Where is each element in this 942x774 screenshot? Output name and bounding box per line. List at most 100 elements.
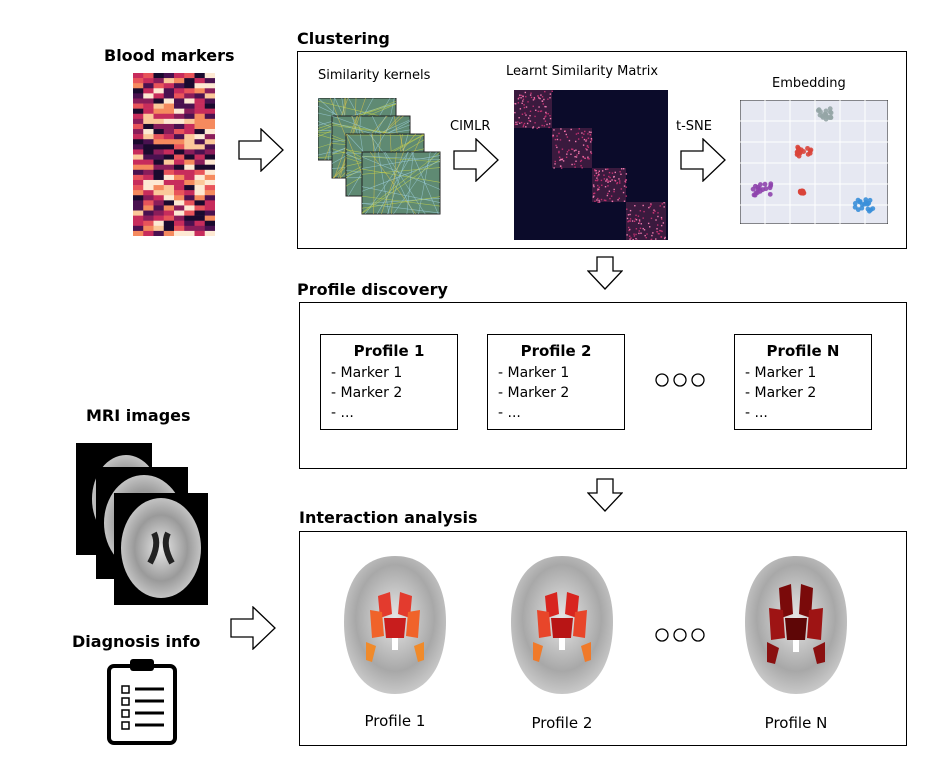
heatmap-cell bbox=[133, 179, 144, 186]
heatmap-cell bbox=[163, 179, 175, 186]
heatmap-cell bbox=[174, 144, 185, 150]
cimlr-label: CIMLR bbox=[450, 119, 491, 134]
heatmap-cell bbox=[143, 215, 154, 222]
heatmap-cell bbox=[194, 83, 206, 89]
heatmap-cell bbox=[153, 144, 165, 150]
heatmap-cell bbox=[174, 88, 185, 94]
heatmap-cell bbox=[143, 169, 154, 176]
heatmap-cell bbox=[184, 73, 195, 79]
heatmap-cell bbox=[133, 83, 144, 89]
heatmap-cell bbox=[194, 205, 206, 211]
heatmap-cell bbox=[184, 139, 195, 145]
heatmap-cell bbox=[204, 144, 215, 150]
heatmap-cell bbox=[204, 134, 215, 140]
heatmap-cell bbox=[133, 139, 144, 145]
marker-item: - Marker 1 bbox=[745, 365, 817, 381]
heatmap-cell bbox=[143, 174, 154, 181]
heatmap-cell bbox=[194, 200, 206, 206]
heatmap-cell bbox=[133, 185, 144, 191]
arrow-right-icon bbox=[230, 606, 276, 650]
heatmap-cell bbox=[174, 215, 185, 222]
brain-map-profile-1 bbox=[344, 556, 446, 694]
marker-item: - Marker 2 bbox=[498, 385, 570, 401]
marker-item: - Marker 2 bbox=[745, 385, 817, 401]
heatmap-cell bbox=[184, 98, 195, 104]
heatmap-cell bbox=[143, 108, 154, 115]
heatmap-cell bbox=[184, 129, 195, 135]
heatmap-cell bbox=[143, 73, 154, 79]
heatmap-cell bbox=[204, 200, 215, 206]
heatmap-cell bbox=[133, 93, 144, 99]
heatmap-cell bbox=[184, 179, 195, 186]
heatmap-cell bbox=[153, 108, 165, 115]
heatmap-cell bbox=[163, 169, 175, 176]
heatmap-cell bbox=[163, 134, 175, 140]
embedding-point bbox=[767, 191, 773, 197]
heatmap-cell bbox=[184, 174, 195, 181]
embedding-point bbox=[865, 206, 871, 212]
heatmap-cell bbox=[133, 225, 144, 232]
heatmap-cell bbox=[133, 88, 144, 94]
heatmap-cell bbox=[153, 169, 165, 176]
mri-images-stack bbox=[76, 443, 208, 605]
heatmap-cell bbox=[174, 123, 185, 130]
heatmap-cell bbox=[143, 154, 154, 160]
heatmap-cell bbox=[174, 190, 185, 196]
heatmap-cell bbox=[143, 190, 154, 196]
heatmap-cell bbox=[143, 149, 154, 155]
heatmap-cell bbox=[163, 73, 175, 79]
marker-item: - Marker 2 bbox=[331, 385, 403, 401]
heatmap-cell bbox=[184, 164, 195, 171]
marker-item: - ... bbox=[745, 405, 768, 421]
heatmap-cell bbox=[133, 220, 144, 227]
arrow-down-icon bbox=[587, 256, 623, 290]
heatmap-cell bbox=[143, 159, 154, 165]
heatmap-cell bbox=[184, 78, 195, 84]
matrix-label: Learnt Similarity Matrix bbox=[506, 64, 659, 79]
heatmap-cell bbox=[174, 220, 185, 227]
heatmap-cell bbox=[143, 225, 154, 232]
mri-title: MRI images bbox=[86, 406, 191, 425]
heatmap-cell bbox=[163, 88, 175, 94]
heatmap-cell bbox=[184, 210, 195, 216]
heatmap-cell bbox=[163, 123, 175, 130]
heatmap-cell bbox=[184, 93, 195, 99]
heatmap-cell bbox=[204, 225, 215, 232]
heatmap-cell bbox=[194, 190, 206, 196]
heatmap-cell bbox=[133, 134, 144, 140]
heatmap-cell bbox=[153, 98, 165, 104]
heatmap-cell bbox=[194, 134, 206, 140]
heatmap-cell bbox=[143, 78, 154, 84]
heatmap-cell bbox=[194, 144, 206, 150]
heatmap-cell bbox=[153, 118, 165, 125]
heatmap-cell bbox=[194, 98, 206, 104]
heatmap-cell bbox=[143, 98, 154, 104]
heatmap-cell bbox=[143, 113, 154, 120]
heatmap-cell bbox=[133, 159, 144, 165]
diagnosis-title: Diagnosis info bbox=[72, 632, 201, 651]
heatmap-cell bbox=[204, 215, 215, 222]
heatmap-cell bbox=[204, 205, 215, 211]
heatmap-cell bbox=[194, 139, 206, 145]
heatmap-cell bbox=[174, 113, 185, 120]
heatmap-cell bbox=[153, 225, 165, 232]
heatmap-cell bbox=[163, 159, 175, 165]
heatmap-cell bbox=[204, 78, 215, 84]
heatmap-cell bbox=[153, 230, 165, 236]
embedding-point bbox=[796, 146, 802, 151]
heatmap-cell bbox=[153, 83, 165, 89]
heatmap-cell bbox=[174, 98, 185, 104]
heatmap-cell bbox=[153, 159, 165, 165]
heatmap-cell bbox=[163, 144, 175, 150]
heatmap-cell bbox=[153, 195, 165, 201]
heatmap-cell bbox=[133, 73, 144, 79]
heatmap-cell bbox=[184, 200, 195, 206]
heatmap-cell bbox=[194, 230, 206, 236]
heatmap-cell bbox=[143, 83, 154, 89]
heatmap-cell bbox=[194, 215, 206, 222]
heatmap-cell bbox=[194, 129, 206, 135]
heatmap-cell bbox=[174, 154, 185, 160]
heatmap-cell bbox=[184, 225, 195, 232]
heatmap-cell bbox=[204, 83, 215, 89]
heatmap-cell bbox=[143, 200, 154, 206]
